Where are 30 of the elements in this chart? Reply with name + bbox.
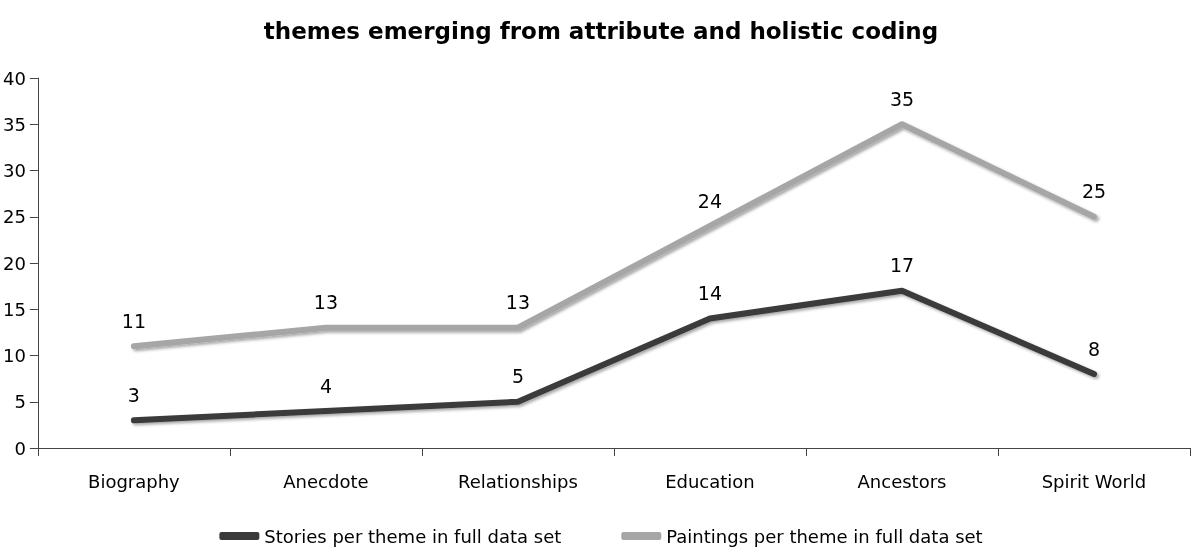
x-tick-label: Ancestors [857, 470, 947, 492]
data-label: 13 [313, 291, 339, 314]
legend-label: Paintings per theme in full data set [666, 525, 983, 547]
data-label: 3 [127, 383, 140, 406]
data-label: 4 [319, 374, 332, 397]
y-tick-label: 5 [14, 391, 26, 413]
y-tick-label: 40 [3, 67, 26, 89]
y-tick-label: 35 [3, 113, 26, 135]
x-tick-label: Spirit World [1041, 470, 1147, 492]
y-tick-label: 25 [3, 206, 26, 228]
data-label: 8 [1087, 337, 1101, 360]
data-label: 11 [121, 309, 147, 332]
y-tick-label: 0 [14, 437, 26, 459]
x-tick-label: Biography [88, 470, 181, 492]
y-tick-label: 30 [3, 160, 26, 181]
y-tick-label: 15 [3, 298, 26, 320]
x-tick-label: Education [665, 470, 755, 492]
chart-title: themes emerging from attribute and holistic coding [263, 17, 939, 44]
y-tick-label: 20 [3, 252, 26, 274]
legend-label: Stories per theme in full data set [264, 525, 562, 547]
data-label: 14 [697, 282, 723, 304]
data-label: 13 [505, 291, 531, 314]
x-tick-label: Relationships [458, 470, 578, 492]
data-label: 17 [889, 254, 915, 277]
x-tick-label: Anecdote [283, 470, 369, 492]
data-label: 35 [889, 87, 915, 110]
data-label: 5 [511, 365, 524, 388]
y-tick-label: 10 [3, 345, 26, 366]
data-label: 24 [697, 189, 723, 212]
data-label: 25 [1081, 180, 1107, 203]
